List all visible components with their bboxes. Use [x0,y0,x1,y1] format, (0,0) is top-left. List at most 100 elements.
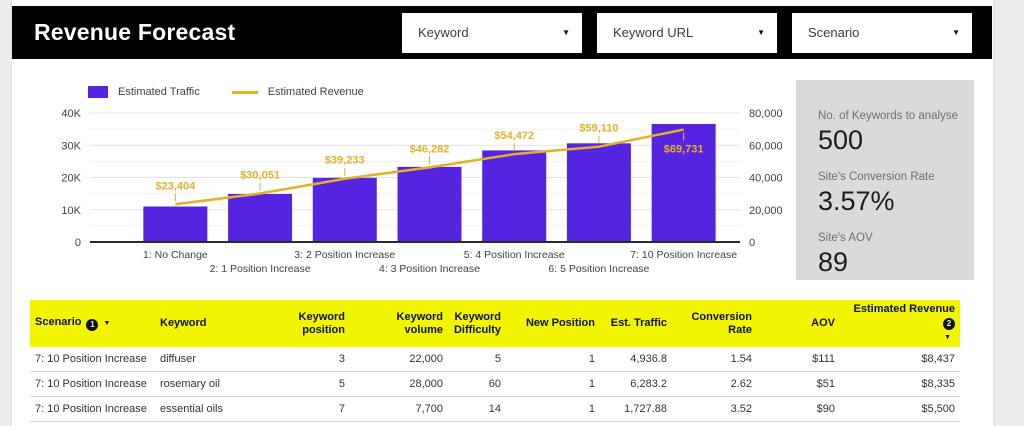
traffic-bar[interactable] [228,193,293,242]
stat-label: No. of Keywords to analyse [818,110,958,122]
stat-value: 3.57% [818,186,895,216]
cell: 22,000 [409,353,443,365]
col-header-aov[interactable]: AOV [811,317,835,330]
filter-dropdown-scenario[interactable]: Scenario ▼ [792,12,972,53]
traffic-bar[interactable] [651,123,716,242]
traffic-bar[interactable] [566,143,631,242]
x-axis-label: 1: No Change [143,249,208,261]
left-axis-tick: 40K [61,108,81,120]
stat-label: Site's AOV [818,232,873,244]
cell: rosemary oil [160,378,220,390]
cell: diffuser [160,353,196,365]
col-header-conversion-rate[interactable]: Conversion Rate [691,311,752,336]
revenue-point-label: $59,110 [579,123,618,135]
col-header-scenario[interactable]: Scenario 1 ▼ [35,316,111,331]
cell: 5 [494,353,501,365]
summary-panel: No. of Keywords to analyse 500 Site's Conv… [796,80,974,280]
cell: 7 [338,403,345,415]
col-header-keyword-difficulty[interactable]: Keyword Difficulty [453,311,501,336]
cell: 60 [488,378,501,390]
sort-caret-icon: ▼ [103,320,111,327]
right-axis-tick: 20,000 [749,205,783,217]
cell: 7,700 [415,403,443,415]
cell: $5,500 [921,403,955,415]
page-title: Revenue Forecast [34,19,236,45]
col-header-keyword-volume[interactable]: Keyword volume [396,311,443,336]
left-axis-tick: 30K [61,140,81,152]
right-axis-tick: 40,000 [749,173,783,185]
traffic-bar[interactable] [143,206,208,242]
cell: 1.54 [730,353,752,365]
table-body: 7: 10 Position Increase diffuser 3 22,000 5 1… [30,347,960,422]
cell: 1 [588,353,595,365]
cell: 1 [588,378,595,390]
filter-dropdown-keyword[interactable]: Keyword ▼ [402,12,582,53]
left-axis-tick: 20K [61,173,81,185]
cell: 5 [338,378,345,390]
x-axis-label: 2: 1 Position Increase [210,263,311,275]
traffic-bar[interactable] [482,150,547,242]
cell: essential oils [160,403,223,415]
revenue-point-label: $69,731 [664,144,704,156]
filter-dropdown-keyword-url[interactable]: Keyword URL ▼ [597,12,777,53]
left-axis-tick: 0 [75,237,81,249]
cell: 4,936.8 [630,353,667,365]
cell: 28,000 [409,378,443,390]
cell: 3 [338,353,345,365]
x-axis-label: 4: 3 Position Increase [379,263,480,275]
cell: 3.52 [730,403,752,415]
cell: 7: 10 Position Increase [35,378,147,390]
stat-value: 89 [818,247,849,277]
col-header-estimated-revenue[interactable]: Estimated Revenue2 ▼ [840,300,960,347]
table-row: 7: 10 Position Increase rosemary oil 5 28,0… [30,372,960,397]
sort-caret-icon: ▼ [944,334,951,341]
cell: 7: 10 Position Increase [35,403,147,415]
revenue-point-label: $39,233 [325,155,365,167]
cell: 1,727.88 [624,403,667,415]
col-header-keyword-position[interactable]: Keyword position [298,311,345,336]
chevron-down-icon: ▼ [952,27,960,37]
cell: $111 [812,353,835,365]
x-axis-label: 6: 5 Position Increase [548,263,649,275]
cell: $8,335 [921,378,955,390]
traffic-bar[interactable] [397,166,462,242]
col-header-new-position[interactable]: New Position [525,317,595,330]
right-axis-tick: 80,000 [749,108,783,120]
revenue-point-label: $23,404 [155,180,196,192]
revenue-legend-swatch [231,90,258,94]
page-gutter-left [0,0,12,426]
chevron-down-icon: ▼ [757,27,765,37]
x-axis-label: 7: 10 Position Increase [630,249,737,261]
x-axis-label: 3: 2 Position Increase [294,249,395,261]
col-header-keyword[interactable]: Keyword [160,317,207,330]
filter-label: Keyword URL [613,25,694,40]
report-header: Revenue Forecast Keyword ▼ Keyword URL ▼ Sce… [12,6,992,59]
right-axis-tick: 60,000 [749,140,783,152]
table-header-row: Scenario 1 ▼ Keyword Keyword position Keyword… [30,300,960,347]
stat-site-s-aov: Site's AOV 89 [818,232,964,277]
chart-legend: Estimated Traffic Estimated Revenue [88,86,364,98]
col-header-est-traffic[interactable]: Est. Traffic [610,317,667,330]
stat-site-s-conversion-rate: Site's Conversion Rate 3.57% [818,171,964,216]
page-scrollbar-gutter[interactable] [993,0,1024,426]
summary-stats: No. of Keywords to analyse 500 Site's Conv… [818,110,964,277]
filter-bar: Keyword ▼ Keyword URL ▼ Scenario ▼ [402,12,972,53]
revenue-legend-label: Estimated Revenue [267,86,364,98]
cell: 6,283.2 [630,378,667,390]
revenue-point-label: $30,051 [240,170,280,182]
chevron-down-icon: ▼ [562,27,570,37]
revenue-point-label: $46,282 [410,143,450,155]
traffic-bar[interactable] [312,177,377,242]
cell: 1 [588,403,595,415]
stat-no-of-keywords-to-analyse: No. of Keywords to analyse 500 [818,110,964,155]
traffic-legend-swatch [88,86,108,98]
table-row: 7: 10 Position Increase diffuser 3 22,000 5 1… [30,347,960,372]
sort-order-badge: 2 [943,318,955,330]
traffic-legend-label: Estimated Traffic [118,86,200,98]
combo-chart[interactable]: 0 0 10K 20,000 20K 40,000 30K 60,000 40K 80,000 1:… [28,65,788,290]
stat-value: 500 [818,125,864,155]
cell: $51 [816,378,835,390]
cell: 2.62 [730,378,752,390]
sort-order-badge: 1 [86,319,99,331]
cell: 7: 10 Position Increase [35,353,147,365]
